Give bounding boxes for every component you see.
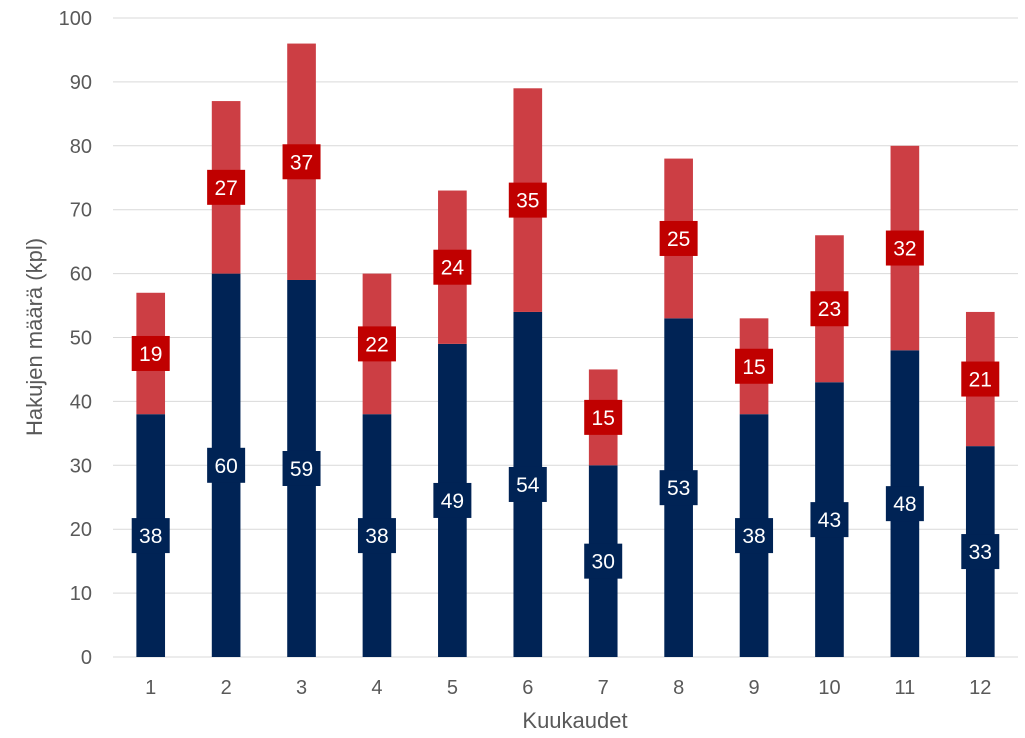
data-label: 38 <box>742 525 765 548</box>
x-axis-ticks: 1 2 3 4 5 6 7 8 9 10 11 12 <box>145 677 991 699</box>
data-label: 49 <box>441 490 464 513</box>
y-tick-label: 70 <box>70 200 92 222</box>
data-label: 24 <box>441 257 465 280</box>
y-tick-label: 0 <box>81 647 92 669</box>
data-label-box <box>508 466 547 502</box>
data-label-box <box>433 482 472 518</box>
data-label-box <box>659 220 698 256</box>
data-label-box <box>584 543 623 579</box>
y-axis-title: Hakujen määrä (kpl) <box>22 238 47 436</box>
data-label-box <box>207 169 246 205</box>
data-label: 32 <box>893 238 916 261</box>
data-label-box <box>131 335 170 371</box>
data-label: 25 <box>667 228 690 251</box>
x-tick-label: 10 <box>818 677 840 699</box>
data-label: 27 <box>214 177 237 200</box>
data-label: 33 <box>969 541 992 564</box>
data-label-box <box>131 518 170 554</box>
x-tick-label: 11 <box>894 677 915 699</box>
data-label: 54 <box>516 474 540 497</box>
y-tick-label: 60 <box>70 264 92 286</box>
x-tick-label: 4 <box>371 677 382 699</box>
data-label-box <box>659 470 698 506</box>
data-label-box <box>735 518 774 554</box>
data-label: 19 <box>139 343 162 366</box>
data-label-box <box>735 348 774 384</box>
data-label-box <box>961 361 1000 397</box>
data-label-box <box>433 249 472 285</box>
y-tick-label: 50 <box>70 328 92 350</box>
data-label: 35 <box>516 190 539 213</box>
data-label: 30 <box>592 551 615 574</box>
y-tick-label: 30 <box>70 455 92 477</box>
x-tick-label: 3 <box>296 677 307 699</box>
data-label-box <box>810 502 849 538</box>
x-tick-label: 2 <box>221 677 232 699</box>
data-label-box <box>810 291 849 327</box>
data-label-box <box>961 534 1000 570</box>
data-label-box <box>885 486 924 522</box>
y-tick-label: 20 <box>70 519 92 541</box>
y-tick-label: 90 <box>70 72 92 94</box>
x-tick-label: 1 <box>145 677 156 699</box>
data-label: 59 <box>290 458 313 481</box>
data-label: 43 <box>818 509 841 532</box>
data-label-box <box>584 399 623 435</box>
data-label: 53 <box>667 477 690 500</box>
y-axis-ticks: 0 10 20 30 40 50 60 70 80 90 100 <box>59 8 92 669</box>
data-label-box <box>207 447 246 483</box>
x-tick-label: 9 <box>748 677 759 699</box>
data-label: 21 <box>969 369 992 392</box>
gridlines <box>113 17 1018 658</box>
data-label-box <box>282 450 321 486</box>
data-label: 38 <box>139 525 162 548</box>
data-label: 37 <box>290 151 313 174</box>
x-tick-label: 8 <box>673 677 684 699</box>
data-label: 38 <box>365 525 388 548</box>
x-axis-title: Kuukaudet <box>522 708 627 733</box>
x-tick-label: 5 <box>447 677 458 699</box>
data-label: 15 <box>592 407 615 430</box>
data-label-box <box>357 326 396 362</box>
x-tick-label: 12 <box>969 677 991 699</box>
data-label: 48 <box>893 493 916 516</box>
data-label: 23 <box>818 298 841 321</box>
x-tick-label: 6 <box>522 677 533 699</box>
data-label: 60 <box>214 455 237 478</box>
data-label: 15 <box>742 356 765 379</box>
data-label-box <box>357 518 396 554</box>
data-label-box <box>508 182 547 218</box>
data-label-box <box>282 144 321 180</box>
y-tick-label: 40 <box>70 391 92 413</box>
data-labels: 38 19 60 27 59 37 38 22 49 24 54 35 30 15 53 25 38 15 43 23… <box>131 144 1000 579</box>
x-tick-label: 7 <box>598 677 609 699</box>
bars <box>136 43 995 657</box>
y-tick-label: 10 <box>70 583 92 605</box>
y-tick-label: 80 <box>70 136 92 158</box>
data-label-box <box>885 230 924 266</box>
data-label: 22 <box>365 333 388 356</box>
y-tick-label: 100 <box>59 8 92 30</box>
